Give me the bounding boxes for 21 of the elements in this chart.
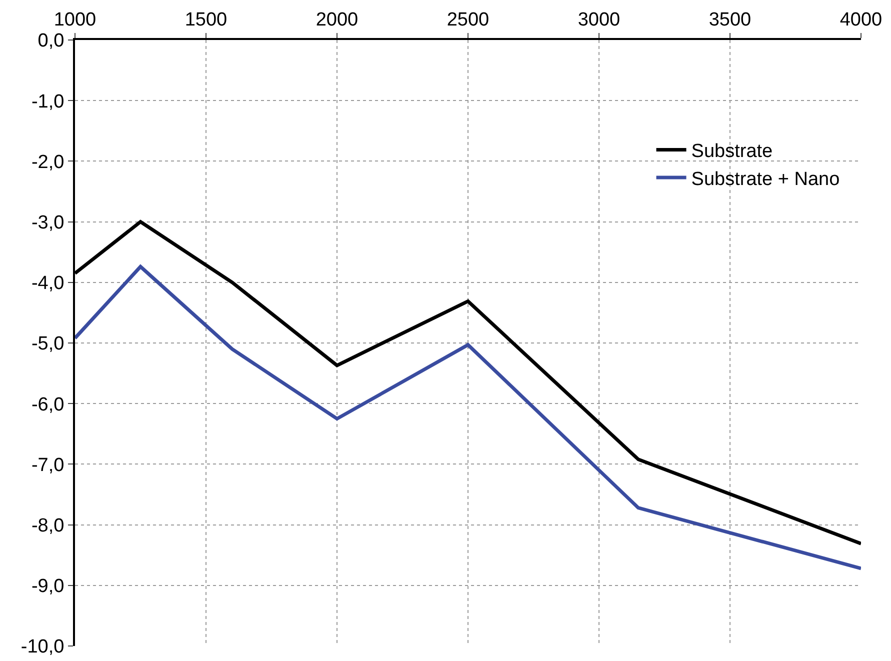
y-tick-label: -5,0 <box>31 334 64 355</box>
y-tick-label: -10,0 <box>20 636 64 658</box>
legend-label: Substrate <box>691 141 773 162</box>
line-series <box>75 264 861 570</box>
y-tick-label: -8,0 <box>31 515 64 536</box>
x-tick-label: 1000 <box>54 9 96 30</box>
x-tick-label: 1500 <box>184 9 228 30</box>
y-tick-label: -2,0 <box>31 152 64 173</box>
x-tick-label: 2000 <box>316 9 358 30</box>
y-tick-label: -9,0 <box>31 576 64 598</box>
y-tick-label: -4,0 <box>31 273 64 294</box>
x-tick-label: 3000 <box>578 9 620 30</box>
y-tick-label: -7,0 <box>31 454 64 476</box>
x-tick-label: 4000 <box>840 9 882 30</box>
y-tick-label: 0,0 <box>38 30 64 52</box>
y-tick-label: -1,0 <box>31 91 64 112</box>
x-tick-label: 2500 <box>446 9 490 30</box>
legend-label: Substrate + Nano <box>691 168 840 190</box>
x-tick-label: 3500 <box>708 9 752 30</box>
y-tick-label: -3,0 <box>31 212 64 234</box>
y-tick-label: -6,0 <box>31 394 64 416</box>
